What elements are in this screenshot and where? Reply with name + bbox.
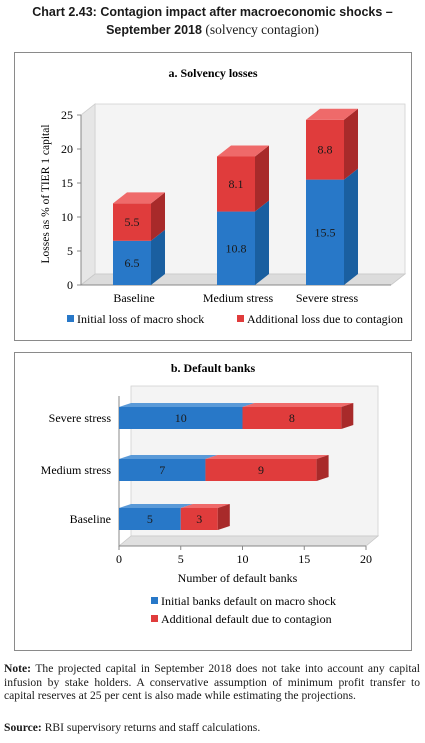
data-label: 10.8 [226,241,247,255]
data-label: 5.5 [125,215,140,229]
bar-contagion-loss [306,119,344,180]
bar-top [242,403,354,407]
default-banks-chart: b. Default banks 0 5 10 15 20 Number of defaul… [41,361,380,626]
bar-top [205,455,329,459]
legend-swatch-contagion [237,315,244,322]
data-label: 8.8 [318,143,333,157]
y-tick-label: 25 [61,108,73,122]
bar-side-contagion [255,145,269,212]
data-label: 5 [147,512,153,526]
y-axis-label: Losses as % of TIER 1 capital [40,124,52,263]
bar-side-contagion [344,108,358,180]
data-label: 3 [196,512,202,526]
y-tick-label: 5 [67,244,73,258]
bar-initial-loss [113,240,151,285]
y-tick-label: Baseline [70,512,111,526]
y-tick-label: Medium stress [41,463,112,477]
x-tick-label: 20 [360,552,372,566]
note: Note: The projected capital in September… [4,662,420,703]
bar-contagion-default [242,407,342,429]
bar-top [119,455,218,459]
legend-swatch-initial [151,597,158,604]
legend-label: Additional default due to contagion [161,612,332,626]
bar-end [316,455,329,481]
bar-side-initial [255,200,269,285]
bar-contagion-loss [217,156,255,212]
y-tick-label: 15 [61,176,73,190]
x-tick-label: 10 [237,552,249,566]
bar-side-initial [151,229,165,285]
bar-contagion-default [205,459,317,481]
legend-label: Additional loss due to contagion [247,312,403,326]
bar-end [217,504,230,530]
x-axis-label: Number of default banks [178,571,298,585]
chart-title-regular: (solvency contagion) [205,22,319,37]
y-tick-label: 10 [61,210,73,224]
data-label: 10 [175,411,187,425]
plot-floor [117,535,380,547]
data-label: 8 [289,411,295,425]
x-tick-label: 0 [116,552,122,566]
plot-side-wall [80,103,96,286]
bar-side-initial [344,168,358,285]
chart-title-bold: Contagion impact after macroeconomic sho… [100,5,393,37]
bar-initial-loss [217,211,255,285]
panel-solvency-losses: a. Solvency losses 0 5 10 15 20 25 Losses as % … [14,52,412,341]
note-text: The projected capital in September 2018 … [4,662,420,703]
chart-a-title: a. Solvency losses [168,66,257,80]
legend-swatch-initial [67,315,74,322]
y-tick-label: 0 [67,278,73,292]
solvency-losses-chart: a. Solvency losses 0 5 10 15 20 25 Losses as % … [40,66,407,326]
source-label: Source: [4,721,42,734]
bar-top [113,192,165,204]
chart-b-title: b. Default banks [171,361,256,375]
bar-top [119,504,193,508]
data-label: 8.1 [229,177,244,191]
x-tick-label: Baseline [113,291,154,305]
bar-top [119,403,255,407]
x-tick-label: Medium stress [203,291,274,305]
bar-initial-default [119,407,243,429]
note-label: Note: [4,662,32,675]
legend-swatch-contagion [151,615,158,622]
data-label: 15.5 [315,225,336,239]
data-label: 7 [159,463,165,477]
y-tick-label: 20 [61,142,73,156]
legend-label: Initial banks default on macro shock [161,594,336,608]
x-tick-label: 5 [178,552,184,566]
bar-top [306,108,358,120]
legend-label: Initial loss of macro shock [77,312,204,326]
bar-end [341,403,354,429]
x-tick-label: Severe stress [296,291,359,305]
panel-default-banks: b. Default banks 0 5 10 15 20 Number of defaul… [14,352,412,651]
bar-side-contagion [151,192,165,241]
source-text: RBI supervisory returns and staff calcul… [44,721,261,734]
x-tick-label: 15 [298,552,310,566]
bar-initial-loss [306,179,344,285]
bar-initial-default [119,459,206,481]
bar-top [217,145,269,157]
bar-contagion-loss [113,203,151,241]
data-label: 6.5 [125,256,140,270]
y-tick-label: Severe stress [49,411,112,425]
chart-number: Chart 2.43: [32,5,97,19]
bar-contagion-default [180,508,218,530]
source: Source: RBI supervisory returns and staf… [4,721,420,735]
data-label: 9 [258,463,264,477]
bar-top [180,504,230,508]
chart-title: Chart 2.43: Contagion impact after macro… [0,3,425,39]
bar-initial-default [119,508,181,530]
